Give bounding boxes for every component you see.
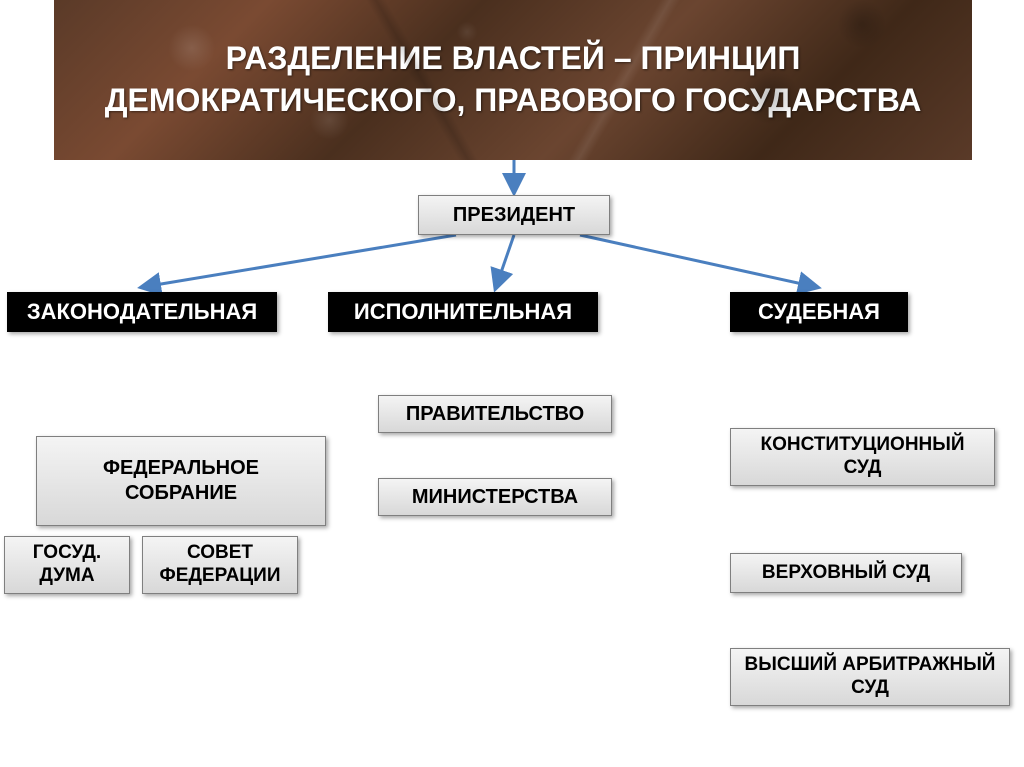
node-arbitration-court: ВЫСШИЙ АРБИТРАЖНЫЙ СУД [730, 648, 1010, 706]
node-state-duma-label: ГОСУД. ДУМА [13, 542, 121, 588]
node-president: ПРЕЗИДЕНТ [418, 195, 610, 235]
node-government: ПРАВИТЕЛЬСТВО [378, 395, 612, 433]
node-supreme-court-label: ВЕРХОВНЫЙ СУД [762, 562, 930, 584]
node-federation-council-label: СОВЕТ ФЕДЕРАЦИИ [151, 542, 289, 588]
node-judicial: СУДЕБНАЯ [730, 292, 908, 332]
node-federal-assembly-label: ФЕДЕРАЛЬНОЕ СОБРАНИЕ [45, 456, 317, 506]
node-president-label: ПРЕЗИДЕНТ [453, 204, 575, 227]
node-federation-council: СОВЕТ ФЕДЕРАЦИИ [142, 536, 298, 594]
node-legislative-label: ЗАКОНОДАТЕЛЬНАЯ [27, 299, 257, 325]
node-ministries-label: МИНИСТЕРСТВА [412, 486, 578, 509]
node-arbitration-court-label: ВЫСШИЙ АРБИТРАЖНЫЙ СУД [739, 654, 1001, 700]
node-executive-label: ИСПОЛНИТЕЛЬНАЯ [354, 299, 572, 325]
node-legislative: ЗАКОНОДАТЕЛЬНАЯ [7, 292, 277, 332]
title-banner: РАЗДЕЛЕНИЕ ВЛАСТЕЙ – ПРИНЦИП ДЕМОКРАТИЧЕ… [54, 0, 972, 160]
node-government-label: ПРАВИТЕЛЬСТВО [406, 403, 584, 426]
node-executive: ИСПОЛНИТЕЛЬНАЯ [328, 292, 598, 332]
node-state-duma: ГОСУД. ДУМА [4, 536, 130, 594]
node-constitutional-court-label: КОНСТИТУЦИОННЫЙ СУД [739, 434, 986, 480]
title-text: РАЗДЕЛЕНИЕ ВЛАСТЕЙ – ПРИНЦИП ДЕМОКРАТИЧЕ… [94, 38, 932, 121]
node-judicial-label: СУДЕБНАЯ [758, 299, 880, 325]
node-supreme-court: ВЕРХОВНЫЙ СУД [730, 553, 962, 593]
node-constitutional-court: КОНСТИТУЦИОННЫЙ СУД [730, 428, 995, 486]
node-ministries: МИНИСТЕРСТВА [378, 478, 612, 516]
node-federal-assembly: ФЕДЕРАЛЬНОЕ СОБРАНИЕ [36, 436, 326, 526]
